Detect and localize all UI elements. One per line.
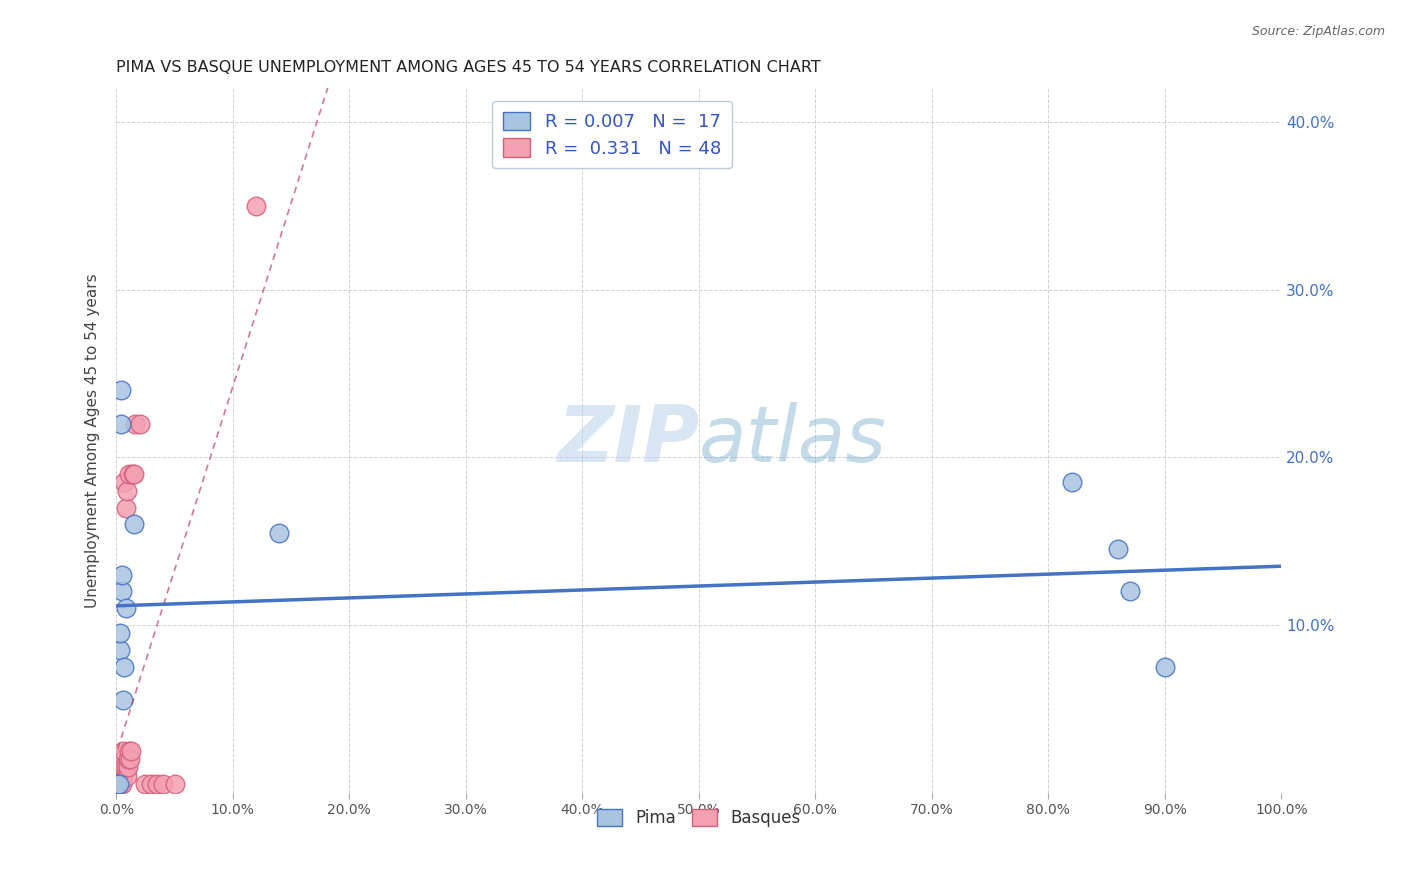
Point: [112, 693, 135, 707]
Point: [1154, 660, 1177, 674]
Point: [110, 417, 132, 431]
Text: Source: ZipAtlas.com: Source: ZipAtlas.com: [1251, 25, 1385, 38]
Point: [112, 760, 135, 774]
Point: [146, 777, 169, 791]
Point: [105, 777, 128, 791]
Point: [114, 500, 136, 515]
Point: [111, 752, 134, 766]
Legend: Pima, Basques: Pima, Basques: [591, 802, 807, 834]
Point: [112, 769, 135, 783]
Point: [107, 760, 129, 774]
Point: [107, 777, 129, 791]
Point: [108, 643, 131, 657]
Point: [128, 417, 150, 431]
Point: [118, 744, 141, 758]
Point: [245, 199, 267, 213]
Point: [112, 660, 135, 674]
Point: [108, 752, 131, 766]
Point: [120, 752, 142, 766]
Point: [115, 483, 138, 498]
Point: [1060, 475, 1083, 490]
Point: [120, 744, 142, 758]
Point: [134, 777, 156, 791]
Point: [115, 769, 138, 783]
Point: [122, 467, 145, 481]
Point: [107, 777, 129, 791]
Point: [111, 567, 134, 582]
Point: [117, 760, 139, 774]
Point: [152, 777, 174, 791]
Point: [1119, 584, 1142, 599]
Point: [141, 777, 163, 791]
Point: [111, 584, 134, 599]
Point: [112, 752, 135, 766]
Point: [121, 467, 143, 481]
Point: [107, 769, 129, 783]
Point: [112, 744, 135, 758]
Point: [112, 760, 135, 774]
Point: [269, 525, 291, 540]
Text: PIMA VS BASQUE UNEMPLOYMENT AMONG AGES 45 TO 54 YEARS CORRELATION CHART: PIMA VS BASQUE UNEMPLOYMENT AMONG AGES 4…: [117, 60, 821, 75]
Point: [110, 760, 132, 774]
Point: [107, 769, 129, 783]
Point: [117, 752, 139, 766]
Point: [107, 777, 129, 791]
Y-axis label: Unemployment Among Ages 45 to 54 years: Unemployment Among Ages 45 to 54 years: [86, 273, 100, 607]
Point: [107, 777, 129, 791]
Point: [111, 769, 134, 783]
Point: [1107, 542, 1129, 557]
Text: ZIP: ZIP: [557, 402, 699, 478]
Point: [108, 760, 131, 774]
Point: [110, 383, 132, 397]
Point: [108, 626, 131, 640]
Point: [107, 760, 129, 774]
Point: [114, 760, 136, 774]
Point: [110, 769, 132, 783]
Point: [114, 601, 136, 615]
Point: [124, 417, 146, 431]
Point: [163, 777, 186, 791]
Point: [110, 777, 132, 791]
Point: [111, 777, 134, 791]
Point: [107, 777, 129, 791]
Point: [110, 752, 132, 766]
Point: [112, 475, 135, 490]
Point: [107, 777, 129, 791]
Point: [122, 517, 145, 532]
Point: [118, 467, 141, 481]
Point: [108, 777, 131, 791]
Point: [108, 769, 131, 783]
Point: [108, 777, 131, 791]
Point: [107, 777, 129, 791]
Text: atlas: atlas: [699, 402, 887, 478]
